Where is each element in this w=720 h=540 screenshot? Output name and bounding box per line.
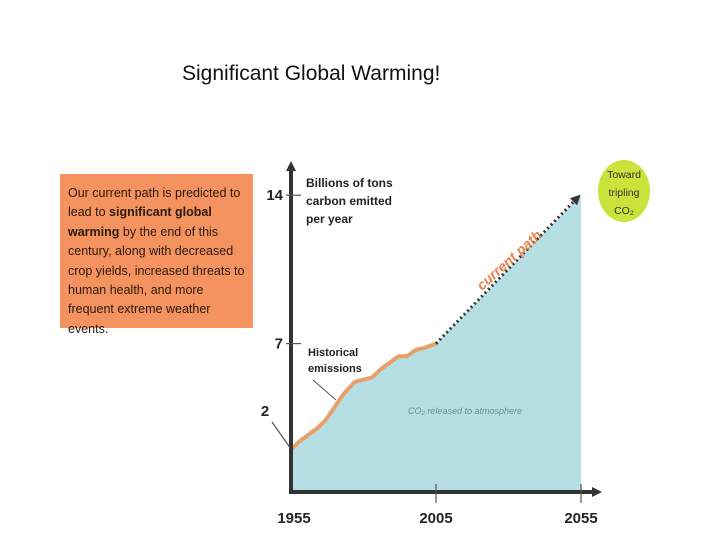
current-path-line — [434, 194, 581, 345]
y-tick-label-2: 2 — [261, 403, 269, 420]
toward-tripling-badge — [598, 160, 650, 222]
toward-label-line-2: tripling — [609, 187, 640, 199]
note-text-2: by the end of this century, along with d… — [68, 224, 245, 336]
toward-label-line-3: CO₂ — [614, 205, 634, 217]
y-axis-label-line-3: per year — [306, 212, 353, 226]
historical-leader-line — [312, 379, 337, 401]
historical-label-line-2: emissions — [308, 363, 362, 375]
y-tick-label-14: 14 — [266, 187, 283, 204]
note-text-1: Our current path is predicted to lead to — [68, 186, 241, 220]
y-tick-label-7: 7 — [275, 336, 283, 353]
slide-title: Significant Global Warming! — [182, 62, 441, 85]
note-box: Our current path is predicted to lead to… — [60, 174, 253, 336]
note-bold-text: significant global warming — [68, 205, 212, 239]
y-tick-2-leader — [271, 421, 291, 448]
historical-emissions-line — [289, 341, 438, 452]
x-tick-label-2055: 2055 — [564, 510, 597, 527]
y-axis-label-line-1: Billions of tons — [306, 176, 393, 190]
x-tick-label-2005: 2005 — [419, 510, 452, 527]
toward-label-line-1: Toward — [607, 169, 641, 181]
y-axis-label-line-2: carbon emitted — [306, 194, 392, 208]
x-tick-label-1955: 1955 — [277, 510, 310, 527]
emissions-area — [291, 195, 581, 492]
area-label: CO₂ released to atmosphere — [408, 406, 522, 416]
historical-label-line-1: Historical — [308, 347, 358, 359]
